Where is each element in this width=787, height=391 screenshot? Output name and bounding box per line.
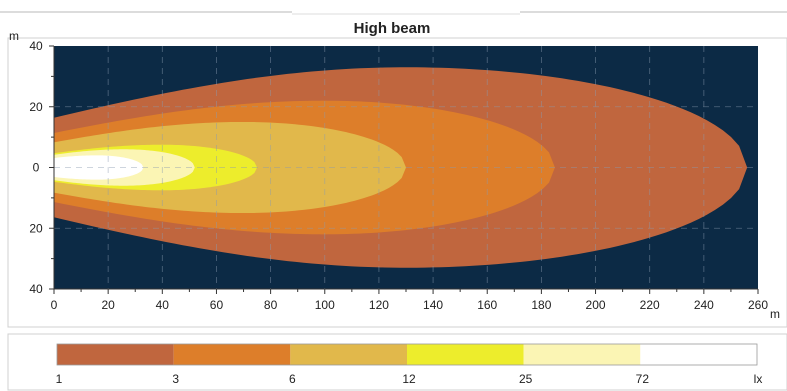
legend-swatch-3lx xyxy=(173,344,291,365)
x-tick-label-20: 20 xyxy=(101,298,115,312)
x-tick-label-240: 240 xyxy=(694,298,714,312)
x-tick-label-0: 0 xyxy=(51,298,58,312)
legend-swatch-72lx xyxy=(640,344,757,365)
legend-unit: lx xyxy=(754,372,763,386)
axes: 0 20 40 60 80 100 120 140 160 180 200 220 240 2604020… xyxy=(29,39,768,312)
legend-bar-border xyxy=(56,343,758,366)
x-tick-label-220: 220 xyxy=(640,298,660,312)
x-tick-label-200: 200 xyxy=(586,298,606,312)
x-tick-label-40: 40 xyxy=(156,298,170,312)
legend-swatch-12lx xyxy=(407,344,524,365)
legend-panel-border xyxy=(7,333,787,391)
x-tick-label-100: 100 xyxy=(315,298,335,312)
y-tick-label-4: 40 xyxy=(29,282,43,296)
y-tick-label-2: 0 xyxy=(33,161,40,175)
legend-swatch-1lx xyxy=(57,344,174,365)
isolux-contours xyxy=(54,67,748,268)
legend-swatch-6lx xyxy=(290,344,407,365)
legend-label-72: 72 xyxy=(636,372,650,386)
y-tick-label-1: 20 xyxy=(29,100,43,114)
x-tick-label-180: 180 xyxy=(531,298,551,312)
x-tick-label-140: 140 xyxy=(423,298,443,312)
y-axis-unit: m xyxy=(9,29,19,43)
legend-label-3: 3 xyxy=(172,372,179,386)
x-tick-label-80: 80 xyxy=(264,298,278,312)
x-tick-label-260: 260 xyxy=(748,298,768,312)
legend-label-12: 12 xyxy=(402,372,416,386)
grid-lines xyxy=(54,46,758,289)
y-tick-label-0: 40 xyxy=(29,39,43,53)
x-tick-label-60: 60 xyxy=(210,298,224,312)
legend-swatch-25lx xyxy=(523,344,641,365)
x-tick-label-120: 120 xyxy=(369,298,389,312)
legend-label-25: 25 xyxy=(519,372,533,386)
legend: 1 3 6 12 25 72 xyxy=(56,343,758,386)
chart-title: High beam xyxy=(354,20,431,37)
legend-label-6: 6 xyxy=(289,372,296,386)
x-axis-unit: m xyxy=(770,307,780,321)
legend-label-1: 1 xyxy=(56,372,63,386)
y-tick-label-3: 20 xyxy=(29,221,43,235)
x-tick-label-160: 160 xyxy=(477,298,497,312)
plot-panel-border xyxy=(7,37,787,328)
plot-area xyxy=(54,46,758,289)
